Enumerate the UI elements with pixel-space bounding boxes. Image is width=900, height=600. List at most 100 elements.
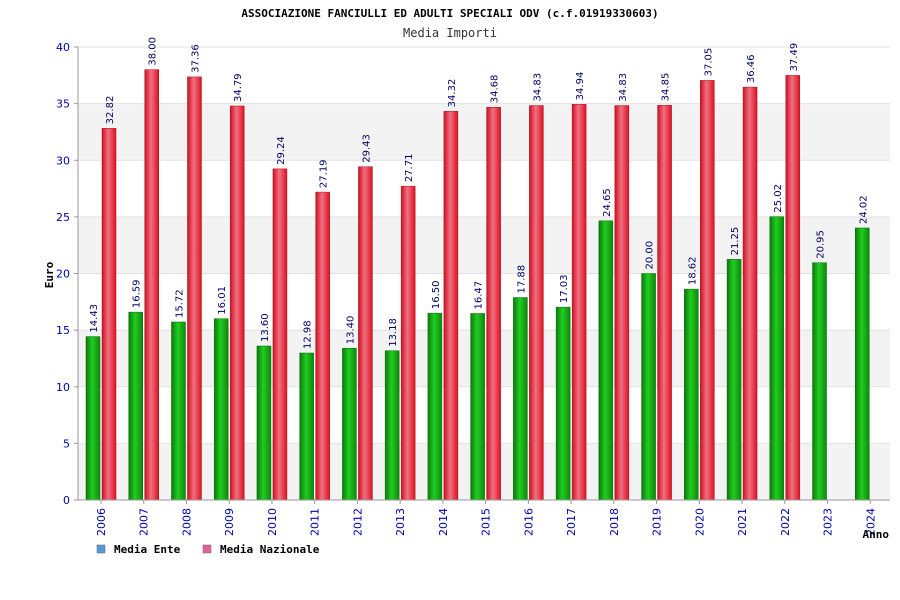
data-label: 17.03 bbox=[559, 274, 570, 303]
bar-media-ente-2017 bbox=[555, 306, 571, 501]
bar-series: 14.43 32.82 16.59 38.00 15.72 37.36 16.01 34.79… bbox=[85, 37, 870, 501]
data-label: 20.95 bbox=[816, 230, 827, 259]
bar-media-nazionale-2022 bbox=[785, 75, 801, 501]
x-tick-label: 2010 bbox=[266, 508, 279, 536]
data-label: 37.05 bbox=[703, 48, 714, 77]
bar-media-nazionale-2008 bbox=[187, 76, 202, 501]
y-tick-label: 5 bbox=[63, 437, 70, 450]
data-label: 29.24 bbox=[276, 136, 287, 165]
bar-media-ente-2023 bbox=[812, 262, 827, 501]
data-label: 18.62 bbox=[687, 256, 698, 285]
chart-title: ASSOCIAZIONE FANCIULLI ED ADULTI SPECIAL… bbox=[241, 7, 658, 20]
legend-swatch-media-nazionale bbox=[202, 544, 212, 554]
bar-media-ente-2011 bbox=[299, 352, 314, 501]
data-label: 27.71 bbox=[404, 154, 415, 183]
data-label: 34.85 bbox=[661, 73, 672, 102]
x-tick-label: 2020 bbox=[693, 508, 706, 536]
data-label: 14.43 bbox=[89, 304, 100, 333]
bar-media-ente-2016 bbox=[513, 297, 528, 501]
data-label: 13.18 bbox=[388, 318, 399, 347]
y-axis-ticks: 0 5 10 15 20 25 30 35 40 bbox=[56, 41, 78, 507]
y-tick-label: 10 bbox=[56, 381, 70, 394]
bar-media-nazionale-2017 bbox=[571, 104, 587, 501]
bar-media-ente-2007 bbox=[128, 311, 143, 501]
data-label: 17.88 bbox=[516, 265, 527, 294]
bar-media-ente-2013 bbox=[384, 350, 400, 501]
y-tick-label: 35 bbox=[56, 98, 70, 111]
x-tick-label: 2012 bbox=[351, 508, 364, 536]
bar-media-nazionale-2010 bbox=[272, 168, 288, 501]
bar-media-ente-2012 bbox=[342, 347, 357, 501]
data-label: 13.60 bbox=[260, 313, 271, 342]
y-tick-label: 40 bbox=[56, 41, 70, 54]
bar-media-ente-2014 bbox=[427, 312, 443, 501]
legend-label-media-nazionale: Media Nazionale bbox=[220, 543, 320, 556]
x-tick-label: 2015 bbox=[480, 508, 493, 536]
bar-media-ente-2009 bbox=[213, 318, 229, 501]
bar-media-nazionale-2014 bbox=[443, 111, 459, 501]
bar-media-ente-2010 bbox=[256, 345, 272, 501]
data-label: 34.94 bbox=[575, 72, 586, 101]
x-tick-label: 2017 bbox=[565, 508, 578, 536]
x-tick-label: 2024 bbox=[864, 508, 877, 536]
data-label: 34.83 bbox=[618, 73, 629, 102]
data-label: 16.59 bbox=[132, 279, 143, 308]
x-axis-title: Anno bbox=[863, 528, 890, 541]
bar-media-ente-2024 bbox=[855, 227, 870, 501]
data-label: 15.72 bbox=[174, 289, 185, 318]
x-tick-label: 2006 bbox=[95, 508, 108, 536]
y-tick-label: 30 bbox=[56, 154, 70, 167]
legend-swatch-media-ente bbox=[96, 544, 106, 554]
x-tick-label: 2018 bbox=[608, 508, 621, 536]
bar-media-ente-2018 bbox=[598, 220, 614, 501]
bar-media-nazionale-2006 bbox=[101, 128, 117, 501]
bar-media-ente-2019 bbox=[641, 273, 656, 501]
bar-media-nazionale-2021 bbox=[742, 86, 758, 501]
x-tick-label: 2013 bbox=[394, 508, 407, 536]
x-tick-label: 2021 bbox=[736, 508, 749, 536]
bar-media-nazionale-2015 bbox=[486, 106, 501, 501]
bar-media-nazionale-2018 bbox=[614, 105, 630, 501]
y-axis-title: Euro bbox=[43, 261, 56, 288]
data-label: 38.00 bbox=[148, 37, 159, 66]
data-label: 29.43 bbox=[361, 134, 372, 163]
bar-media-ente-2021 bbox=[726, 259, 742, 501]
bar-media-nazionale-2011 bbox=[315, 191, 330, 501]
data-label: 16.47 bbox=[474, 281, 485, 310]
data-label: 24.65 bbox=[602, 188, 613, 217]
y-tick-label: 25 bbox=[56, 211, 70, 224]
bar-media-nazionale-2013 bbox=[400, 185, 416, 501]
x-tick-label: 2023 bbox=[822, 508, 835, 536]
x-tick-label: 2009 bbox=[223, 508, 236, 536]
bar-media-nazionale-2012 bbox=[358, 166, 373, 501]
data-label: 13.40 bbox=[345, 316, 356, 345]
y-tick-label: 0 bbox=[63, 494, 70, 507]
bar-media-nazionale-2016 bbox=[529, 105, 544, 501]
legend-label-media-ente: Media Ente bbox=[114, 543, 181, 556]
x-tick-label: 2022 bbox=[779, 508, 792, 536]
data-label: 21.25 bbox=[730, 227, 741, 256]
legend: Media Ente Media Nazionale bbox=[96, 543, 320, 556]
x-tick-label: 2011 bbox=[309, 508, 322, 536]
data-label: 16.01 bbox=[217, 286, 228, 315]
bar-media-nazionale-2019 bbox=[657, 105, 672, 501]
x-tick-label: 2008 bbox=[180, 508, 193, 536]
x-tick-label: 2007 bbox=[138, 508, 151, 536]
data-label: 36.46 bbox=[746, 54, 757, 83]
x-tick-label: 2014 bbox=[437, 508, 450, 536]
data-label: 34.83 bbox=[532, 73, 543, 102]
bar-media-ente-2008 bbox=[171, 321, 186, 501]
bar-media-ente-2022 bbox=[769, 216, 785, 501]
data-label: 27.19 bbox=[319, 159, 330, 188]
data-label: 25.02 bbox=[773, 184, 784, 213]
data-label: 34.68 bbox=[490, 75, 501, 104]
data-label: 24.02 bbox=[858, 195, 869, 224]
data-label: 34.79 bbox=[233, 73, 244, 102]
data-label: 20.00 bbox=[645, 241, 656, 270]
y-tick-label: 15 bbox=[56, 324, 70, 337]
data-label: 32.82 bbox=[105, 96, 116, 125]
data-label: 12.98 bbox=[303, 320, 314, 349]
bar-media-ente-2006 bbox=[85, 336, 101, 501]
data-label: 34.32 bbox=[447, 79, 458, 108]
x-axis-ticks: 2006 2007 2008 2009 2010 2011 2012 2013 2014 2015… bbox=[95, 500, 877, 536]
